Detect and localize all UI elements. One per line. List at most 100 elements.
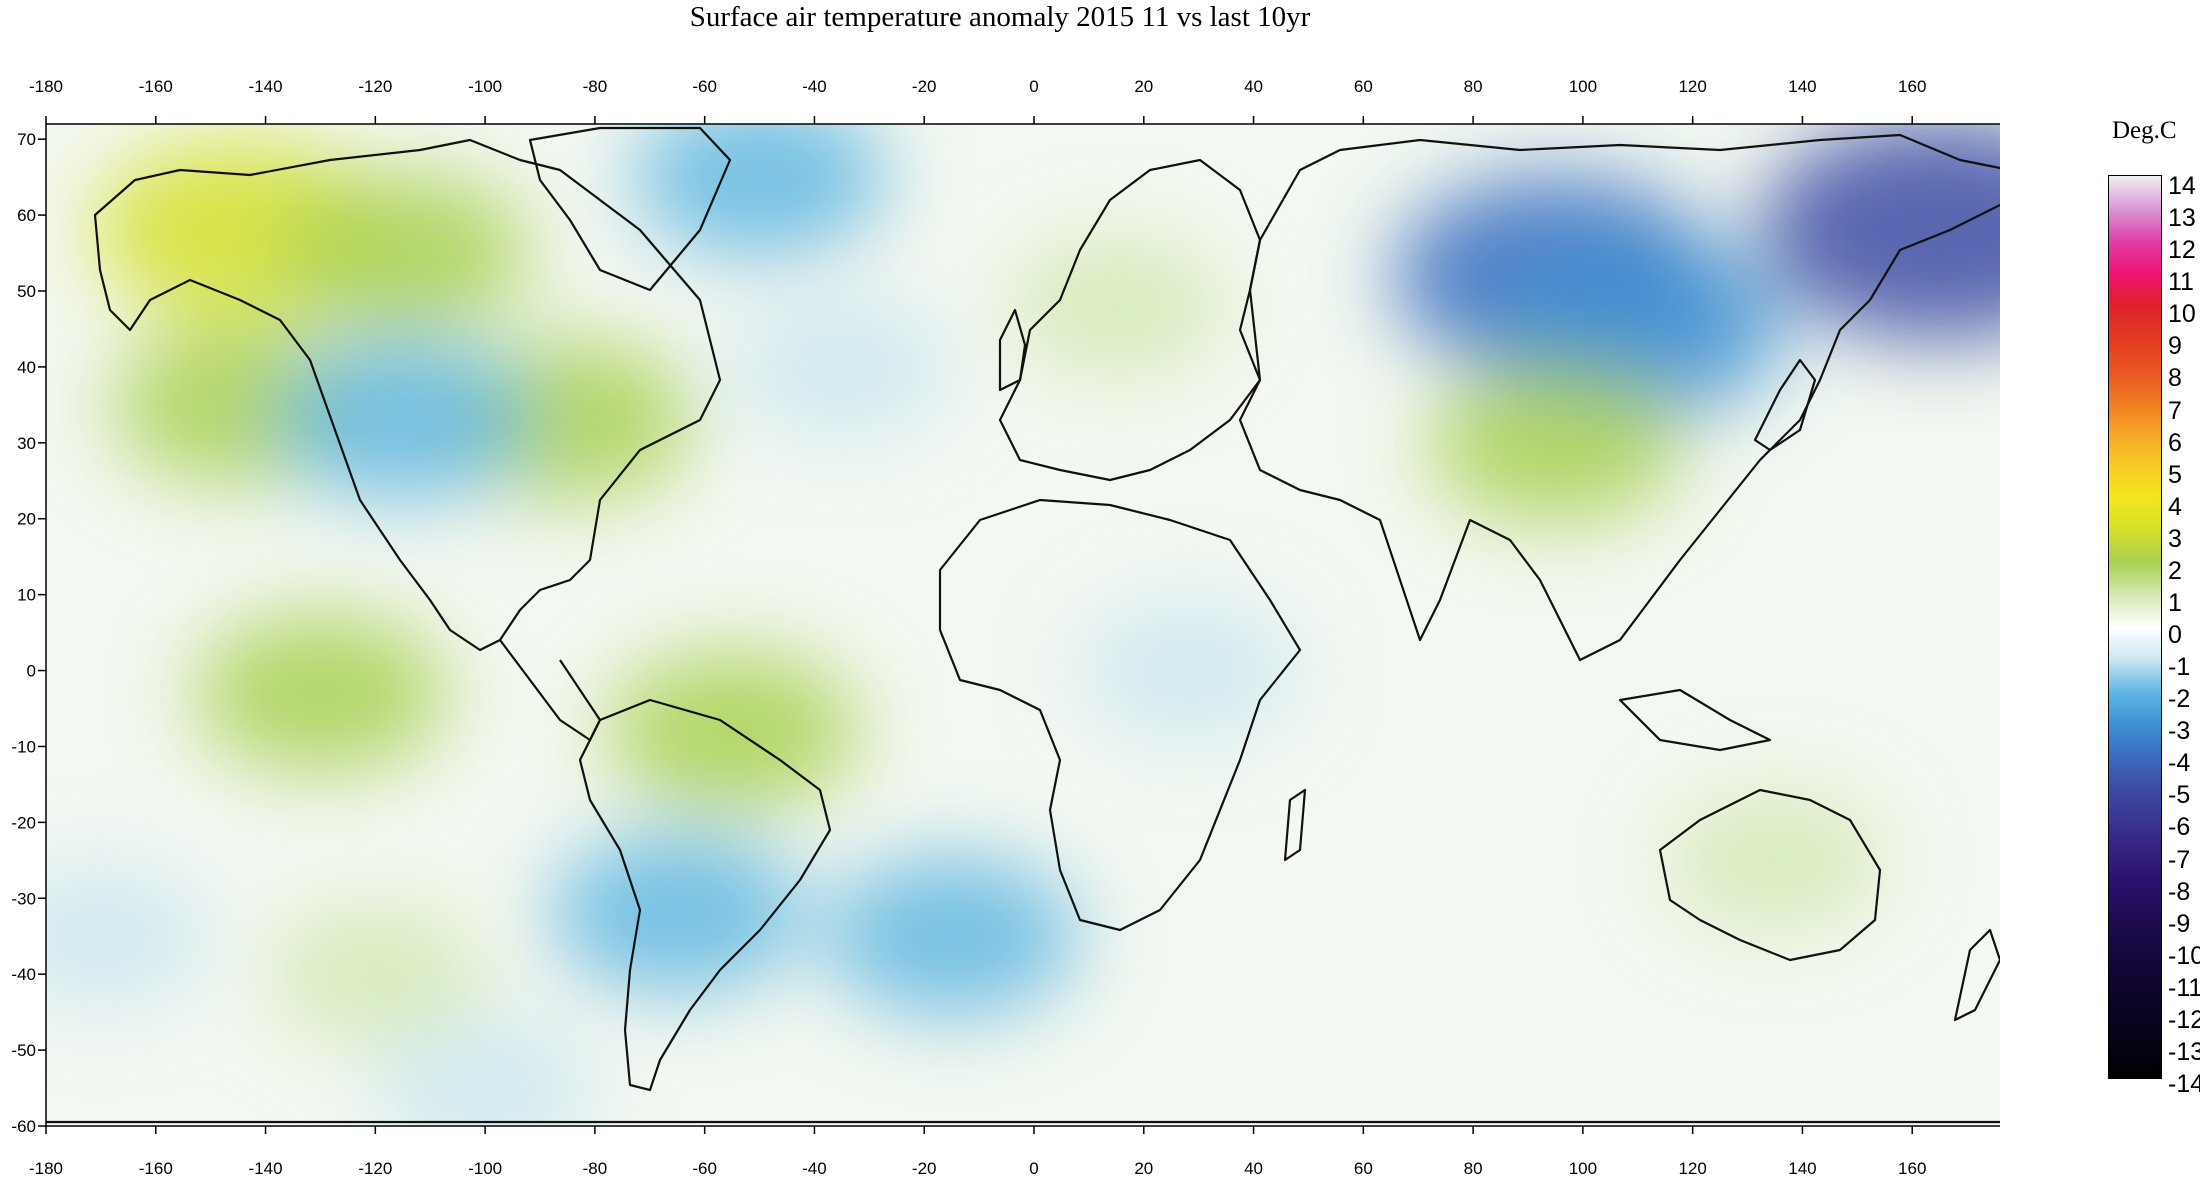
lon-label-bottom-9: 0 [1029,1159,1038,1178]
legend-level-label: 11 [2168,268,2194,297]
japan-outline [1753,358,1817,452]
lat-label-left-13: -60 [11,1117,36,1136]
uk-outline [998,308,1027,392]
africa-outline [938,498,1302,932]
anomaly-region-6 [276,340,529,501]
legend-title: Deg.C [2112,117,2177,144]
legend-level-label: -1 [2168,653,2191,682]
legend-level-label: 8 [2168,364,2182,393]
legend-level-label: 7 [2168,396,2182,425]
lon-label-bottom-10: 20 [1134,1159,1153,1178]
lon-label-top-1: -160 [139,77,173,96]
lon-label-bottom-17: 160 [1898,1159,1926,1178]
lon-label-bottom-14: 100 [1569,1159,1597,1178]
north-america-outline [93,138,722,652]
anomaly-region-13 [1429,362,1682,523]
lat-label-left-8: -10 [11,737,36,756]
lon-label-top-3: -120 [358,77,392,96]
new-zealand-outline [1953,928,2000,1022]
lon-label-top-8: -20 [912,77,937,96]
lon-label-top-0: -180 [29,77,63,96]
anomaly-region-16 [551,833,804,994]
anomaly-region-17 [267,904,484,1045]
lon-label-bottom-8: -20 [912,1159,937,1178]
lon-label-bottom-2: -140 [249,1159,283,1178]
maritime-se-asia-outline [1618,688,1772,752]
anomaly-region-4 [194,613,447,774]
legend-level-label: -8 [2168,877,2191,906]
legend-level-label: -5 [2168,781,2191,810]
lon-label-top-4: -100 [468,77,502,96]
legend-level-label: -10 [2168,941,2200,970]
greenland-outline [528,126,732,292]
lon-label-bottom-12: 60 [1354,1159,1373,1178]
lat-label-left-0: 70 [17,130,36,149]
lat-label-left-9: -20 [11,813,36,832]
lon-label-top-9: 0 [1029,77,1038,96]
lat-label-left-3: 40 [17,358,36,377]
legend-level-label: -2 [2168,685,2191,714]
lon-label-bottom-11: 40 [1244,1159,1263,1178]
madagascar-outline [1283,788,1307,862]
lon-label-top-11: 40 [1244,77,1263,96]
legend-level-label: -13 [2168,1037,2200,1066]
lon-label-top-13: 80 [1464,77,1483,96]
lon-label-top-6: -60 [692,77,717,96]
legend-level-label: -11 [2168,973,2200,1002]
lat-label-left-12: -50 [11,1041,36,1060]
lon-label-bottom-15: 120 [1678,1159,1706,1178]
legend-level-label: -7 [2168,845,2191,874]
anomaly-region-19 [1667,790,1883,931]
legend-level-label: -3 [2168,717,2191,746]
lon-label-top-15: 120 [1678,77,1706,96]
legend-level-label: -9 [2168,909,2191,938]
legend-level-label: 9 [2168,332,2182,361]
lon-label-bottom-16: 140 [1788,1159,1816,1178]
anomaly-region-12 [1008,236,1225,377]
lat-label-left-5: 20 [17,510,36,529]
lon-label-top-7: -40 [802,77,827,96]
lon-label-bottom-6: -60 [692,1159,717,1178]
anomaly-field [46,124,2000,1126]
anomaly-region-14 [1079,600,1296,741]
lon-label-bottom-13: 80 [1464,1159,1483,1178]
lon-label-bottom-4: -100 [468,1159,502,1178]
legend-level-label: 13 [2168,204,2196,233]
lon-label-top-17: 160 [1898,77,1926,96]
legend-level-label: 2 [2168,556,2182,585]
lon-label-top-16: 140 [1788,77,1816,96]
lon-label-top-2: -140 [249,77,283,96]
legend-level-label: -6 [2168,813,2191,842]
lat-label-left-11: -40 [11,965,36,984]
anomaly-region-8 [733,296,950,437]
anomaly-region-15 [825,856,1078,1017]
legend-level-label: 4 [2168,492,2182,521]
lat-label-left-10: -30 [11,889,36,908]
temperature-anomaly-map: -180-180-160-160-140-140-120-120-100-100… [11,77,2000,1178]
legend-level-label: 0 [2168,621,2182,649]
continent-outlines [46,126,2000,1124]
asia-outline [1238,133,2000,662]
legend-level-label: 12 [2168,236,2196,265]
lon-label-top-14: 100 [1569,77,1597,96]
legend-level-label: -14 [2168,1070,2200,1098]
anomaly-region-5 [606,651,859,812]
lon-label-top-10: 20 [1134,77,1153,96]
anomaly-region-11 [1759,124,2000,341]
map-title: Surface air temperature anomaly 2015 11 … [689,1,1311,33]
lon-label-bottom-1: -160 [139,1159,173,1178]
anomaly-region-1 [276,173,529,334]
lon-label-bottom-0: -180 [29,1159,63,1178]
lon-label-bottom-5: -80 [583,1159,608,1178]
anomaly-region-20 [377,1018,594,1126]
lon-label-bottom-3: -120 [358,1159,392,1178]
lat-label-left-7: 0 [27,662,36,681]
lat-label-left-4: 30 [17,434,36,453]
australia-outline [1658,788,1882,962]
legend-level-label: 14 [2168,172,2196,200]
legend-level-label: 6 [2168,428,2182,457]
lat-label-left-2: 50 [17,282,36,301]
legend-level-label: -4 [2168,749,2191,778]
legend-level-label: 5 [2168,460,2182,489]
anomaly-region-18 [46,866,209,1007]
